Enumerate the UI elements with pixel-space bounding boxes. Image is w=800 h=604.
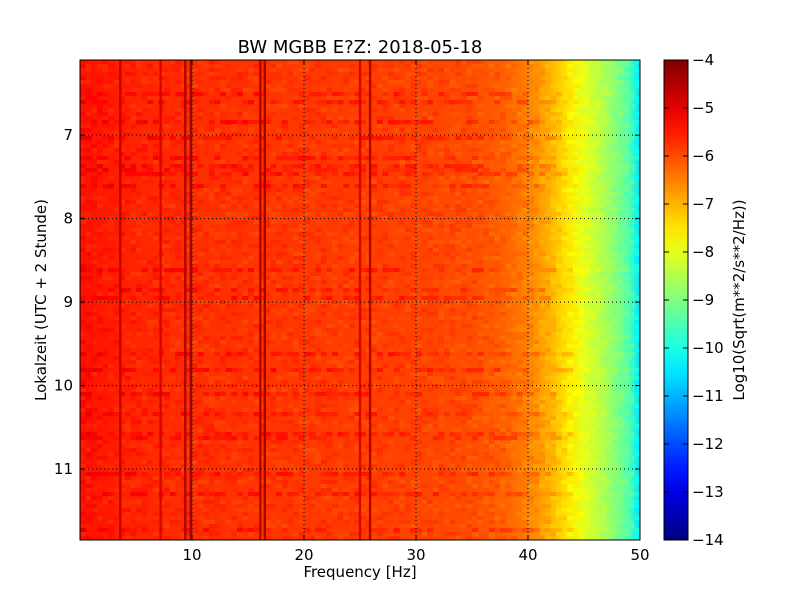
colorbar-tick-label: −14 xyxy=(692,531,724,549)
tonal-line-7 xyxy=(369,60,371,540)
colorbar-tick-label: −11 xyxy=(692,387,724,405)
tonal-line-5 xyxy=(264,60,266,540)
colorbar-tick-label: −7 xyxy=(692,195,714,213)
x-tick-label: 30 xyxy=(406,546,425,564)
tonal-line-2 xyxy=(184,60,186,540)
y-tick-label: 9 xyxy=(63,293,73,311)
colorbar-label: Log10(Sqrt(m**2/s**2/Hz)) xyxy=(730,199,748,400)
plot-area xyxy=(80,60,640,540)
colorbar: −4 −5 −6 −7 −8 −9 −10 −11 −12 −13 −14 xyxy=(664,51,724,549)
tonal-line-6 xyxy=(359,60,361,540)
x-axis-label: Frequency [Hz] xyxy=(303,563,416,581)
y-tick-label: 10 xyxy=(54,377,73,395)
tonal-line-4 xyxy=(259,60,261,540)
y-tick-label: 8 xyxy=(63,210,73,228)
x-tick-label: 10 xyxy=(182,546,201,564)
colorbar-tick-label: −4 xyxy=(692,51,714,69)
colorbar-tick-label: −12 xyxy=(692,435,724,453)
x-tick-label: 50 xyxy=(630,546,649,564)
colorbar-tick-label: −10 xyxy=(692,339,724,357)
x-tick-label: 40 xyxy=(518,546,537,564)
colorbar-tick-label: −8 xyxy=(692,243,714,261)
y-tick-label: 11 xyxy=(54,460,73,478)
tonal-line-0 xyxy=(119,60,121,540)
colorbar-tick-label: −9 xyxy=(692,291,714,309)
x-tick-label: 20 xyxy=(294,546,313,564)
y-tick-label: 7 xyxy=(63,126,73,144)
colorbar-tick-label: −5 xyxy=(692,99,714,117)
tonal-line-1 xyxy=(159,60,161,540)
colorbar-tick-label: −13 xyxy=(692,483,724,501)
colorbar-tick-label: −6 xyxy=(692,147,714,165)
y-axis-label: Lokalzeit (UTC + 2 Stunde) xyxy=(32,199,50,401)
chart-title: BW MGBB E?Z: 2018-05-18 xyxy=(238,37,483,58)
